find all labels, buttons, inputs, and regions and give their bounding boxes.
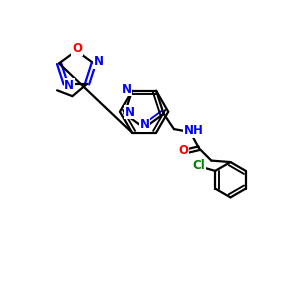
Text: N: N — [140, 118, 150, 131]
Text: N: N — [125, 106, 135, 119]
Text: NH: NH — [184, 124, 204, 137]
Text: N: N — [64, 79, 74, 92]
Text: Cl: Cl — [192, 159, 205, 172]
Text: O: O — [72, 42, 82, 55]
Text: O: O — [179, 144, 189, 157]
Text: N: N — [94, 56, 104, 68]
Text: N: N — [122, 83, 132, 96]
